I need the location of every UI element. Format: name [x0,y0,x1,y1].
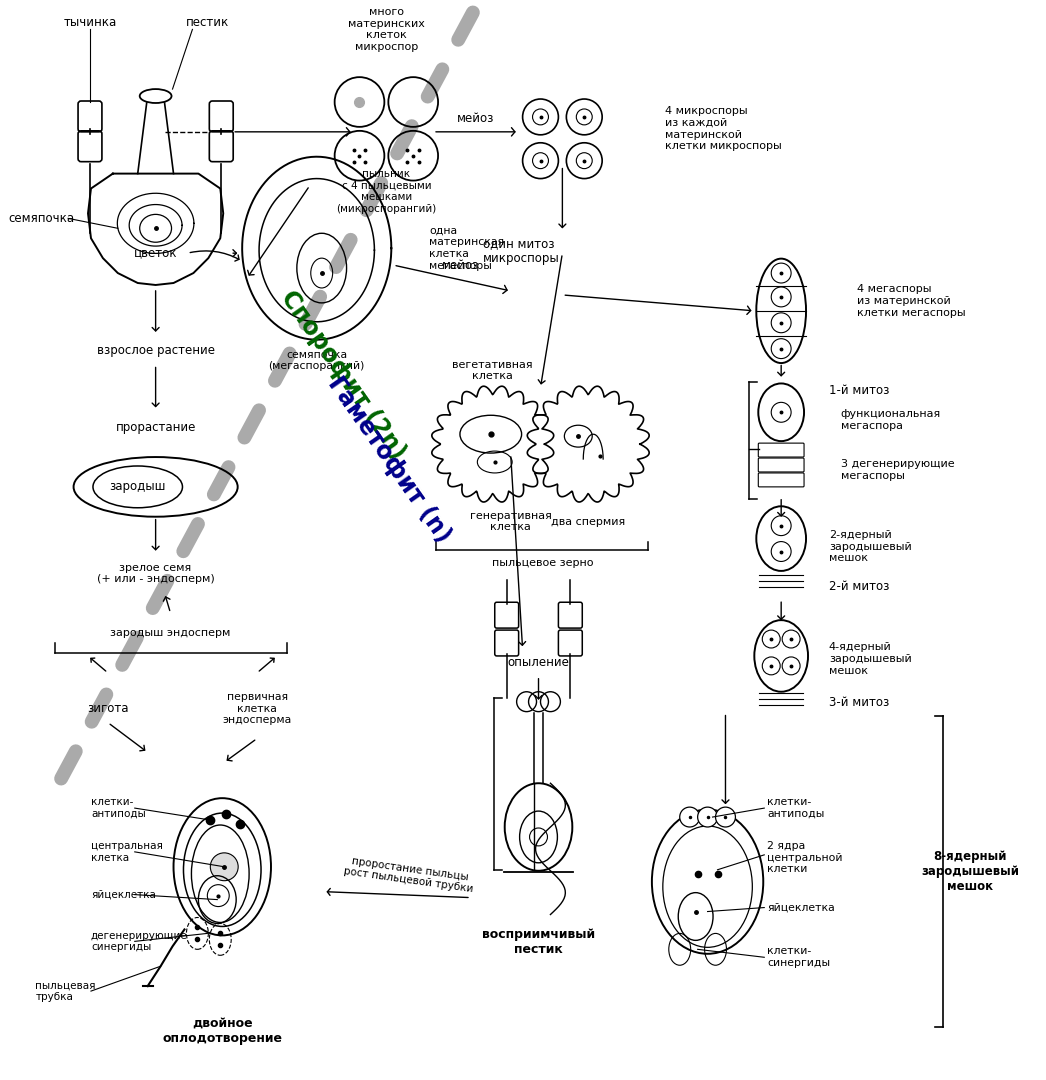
Text: одна
материнская
клетка
мегаспоры: одна материнская клетка мегаспоры [429,226,504,271]
Circle shape [698,807,718,827]
Text: пестик: пестик [186,16,229,29]
Text: опыление: опыление [507,657,569,670]
Text: прорастание: прорастание [115,421,196,434]
Text: дегенерирующие
синергиды: дегенерирующие синергиды [91,931,187,953]
Text: взрослое растение: взрослое растение [96,345,214,357]
Text: 2-ядерный
зародышевый
мешок: 2-ядерный зародышевый мешок [828,530,912,563]
Circle shape [715,807,735,827]
Text: зрелое семя
(+ или - эндосперм): зрелое семя (+ или - эндосперм) [96,563,214,584]
Text: тычинка: тычинка [64,16,116,29]
Text: пыльцевое зерно: пыльцевое зерно [492,558,593,568]
Text: проростание пыльцы
рост пыльцевой трубки: проростание пыльцы рост пыльцевой трубки [343,855,475,894]
Text: центральная
клетка: центральная клетка [91,841,163,863]
Text: 4 микроспоры
из каждой
материнской
клетки микроспоры: 4 микроспоры из каждой материнской клетк… [665,107,781,151]
Text: вегетативная
клетка: вегетативная клетка [453,360,533,381]
Text: клетки-
антиподы: клетки- антиподы [91,797,145,819]
Text: семяпочка: семяпочка [8,212,74,225]
Text: 8-ядерный
зародышевый
мешок: 8-ядерный зародышевый мешок [922,850,1019,893]
Text: зародыш: зародыш [110,481,166,494]
Text: цветок: цветок [134,246,178,259]
Text: Спорофит (2n): Спорофит (2n) [276,286,411,463]
Text: 2-й митоз: 2-й митоз [828,580,889,593]
Text: яйцеклетка: яйцеклетка [768,903,835,913]
Text: семяпочка
(мегаспорангий): семяпочка (мегаспорангий) [269,350,365,372]
Circle shape [680,807,700,827]
Text: мейоз: мейоз [457,112,495,125]
Text: функциональная
мегаспора: функциональная мегаспора [841,409,941,431]
Text: восприимчивый
пестик: восприимчивый пестик [482,929,595,957]
Text: 3 дегенерирующие
мегаспоры: 3 дегенерирующие мегаспоры [841,459,954,481]
Text: клетки-
синергиды: клетки- синергиды [768,946,831,968]
Text: 4-ядерный
зародышевый
мешок: 4-ядерный зародышевый мешок [828,643,912,675]
Text: пыльцевая
трубка: пыльцевая трубка [36,981,96,1002]
Text: двойное
оплодотворение: двойное оплодотворение [162,1017,282,1044]
Text: 1-й митоз: 1-й митоз [828,383,889,397]
Text: мейоз: мейоз [442,258,480,271]
Text: первичная
клетка
эндосперма: первичная клетка эндосперма [223,692,292,726]
Text: яйцеклетка: яйцеклетка [91,890,156,900]
Text: зародыш эндосперм: зародыш эндосперм [111,629,231,638]
Text: один митоз
микроспоры: один митоз микроспоры [483,238,560,266]
Text: 4 мегаспоры
из материнской
клетки мегаспоры: 4 мегаспоры из материнской клетки мегасп… [857,284,965,318]
Text: пыльник
с 4 пыльцевыми
мешками
(микроспорангий): пыльник с 4 пыльцевыми мешками (микроспо… [336,170,436,214]
Text: много
материнских
клеток
микроспор: много материнских клеток микроспор [348,6,425,52]
Text: 2 ядра
центральной
клетки: 2 ядра центральной клетки [768,841,843,875]
Text: 3-й митоз: 3-й митоз [828,697,889,710]
Text: два спермия: два спермия [551,516,626,527]
Circle shape [210,853,238,880]
Text: зигота: зигота [87,702,129,715]
Text: клетки-
антиподы: клетки- антиподы [768,797,824,819]
Text: Гаметофит (n): Гаметофит (n) [323,373,456,548]
Text: генеративная
клетка: генеративная клетка [470,511,551,532]
